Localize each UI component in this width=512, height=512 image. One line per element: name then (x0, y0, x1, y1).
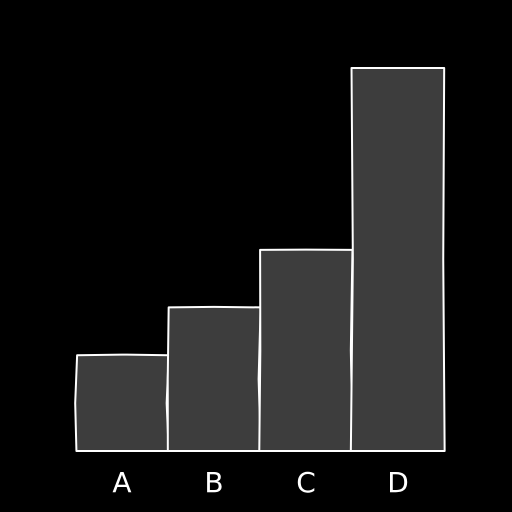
x-tick-label-d: D (387, 466, 409, 499)
x-tick-labels: A B C D (112, 466, 408, 499)
bar-b (166, 305, 262, 452)
x-tick-label-b: B (204, 466, 223, 499)
bars-group (74, 67, 446, 452)
x-tick-label-c: C (296, 466, 316, 499)
bar-c (258, 248, 354, 452)
bar-d (349, 67, 446, 452)
x-tick-label-a: A (112, 466, 131, 499)
bar-a (74, 353, 170, 452)
